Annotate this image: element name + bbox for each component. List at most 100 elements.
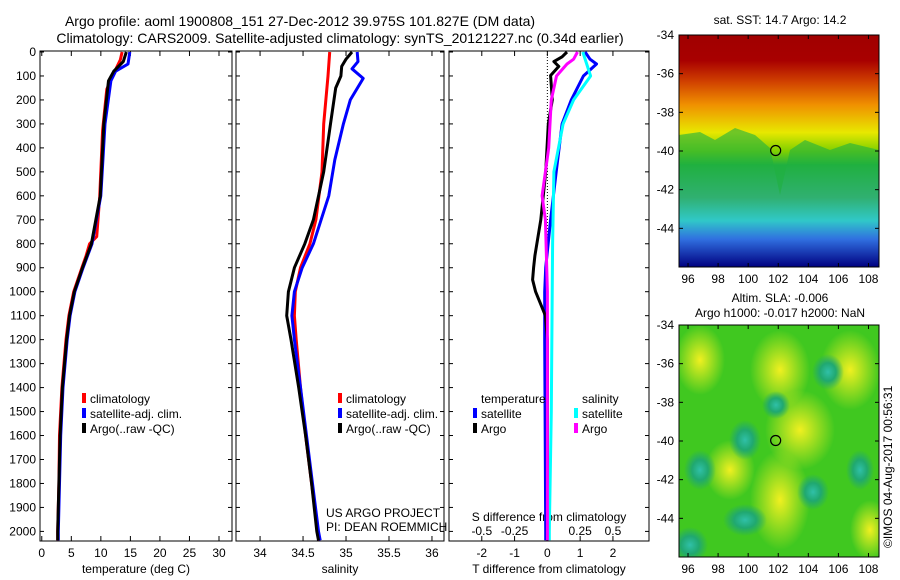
x-tick-label: 35.5 (377, 546, 401, 560)
y-tick-label: 1900 (9, 500, 36, 514)
diff-line-satellite (543, 51, 598, 541)
pi-credit: PI: DEAN ROEMMICH (326, 520, 447, 534)
difference-panel: -2 -1 0 1 2 T difference from climatology -0.5… (448, 50, 650, 576)
lon-tick-label: 100 (738, 562, 758, 576)
x-tick-label: 0 (38, 546, 45, 560)
sla-low (762, 391, 790, 419)
salinity-panel: 34 34.5 35 35.5 36 salinity (235, 50, 445, 576)
x-axis-label: salinity (322, 562, 359, 576)
legend-label-satellite: satellite-adj. clim. (90, 407, 182, 421)
sla-map-title: Altim. SLA: -0.006 (732, 291, 829, 305)
sla-low (723, 504, 767, 536)
sst-map-title: sat. SST: 14.7 Argo: 14.2 (714, 13, 847, 27)
sla-low (729, 420, 761, 460)
legend-heading-salinity: salinity (582, 392, 619, 406)
s-diff-tick-label: 0.5 (605, 524, 622, 538)
project-credit: US ARGO PROJECT (326, 506, 441, 520)
figure-title-line2: Climatology: CARS2009. Satellite-adjuste… (56, 30, 623, 46)
legend-swatch-climatology (82, 393, 86, 403)
x-tick-label: 2 (610, 546, 617, 560)
lon-tick-label: 98 (711, 562, 725, 576)
lon-tick-label: 108 (858, 562, 878, 576)
sst-map-axes: 96 98 100 102 104 106 108 -34 -36 -38 -40 -42 -44 (657, 28, 880, 286)
x-tick-label: 5 (68, 546, 75, 560)
lat-tick-label: -36 (657, 357, 675, 371)
sla-high (820, 330, 879, 410)
y-tick-label: 600 (16, 189, 36, 203)
figure-title-line1: Argo profile: aoml 1900808_151 27-Dec-20… (65, 13, 535, 29)
plot-frame (39, 50, 233, 542)
lat-tick-label: -38 (657, 395, 675, 409)
lat-tick-label: -42 (657, 183, 675, 197)
copyright: ©IMOS 04-Aug-2017 00:56:31 (881, 385, 895, 548)
lon-tick-label: 104 (798, 562, 818, 576)
legend-swatch-t-satellite (473, 408, 477, 418)
y-tick-label: 900 (16, 261, 36, 275)
s-diff-tick-label: -0.25 (501, 524, 529, 538)
lat-tick-label: -44 (657, 221, 675, 235)
y-tick-label: 400 (16, 141, 36, 155)
y-tick-label: 100 (16, 69, 36, 83)
sla-high (679, 325, 725, 395)
lat-tick-label: -36 (657, 67, 675, 81)
lon-tick-label: 96 (681, 562, 695, 576)
lat-tick-label: -40 (657, 434, 675, 448)
temperature-legend: climatology satellite-adj. clim. Argo(..… (82, 392, 182, 436)
y-tick-label: 200 (16, 93, 36, 107)
sla-low (797, 474, 829, 510)
y-tick-label: 0 (29, 45, 36, 59)
lat-tick-label: -34 (657, 28, 675, 42)
legend-label-argo: Argo(..raw -QC) (90, 422, 175, 436)
x-tick-label: 15 (124, 546, 138, 560)
x-tick-label: 0 (544, 546, 551, 560)
lat-tick-label: -42 (657, 473, 675, 487)
legend-swatch-satellite (82, 408, 86, 418)
temperature-line-argo (56, 51, 128, 541)
x-tick-label: 34 (253, 546, 267, 560)
legend-swatch-t-argo (473, 423, 477, 433)
y-tick-label: 1700 (9, 452, 36, 466)
legend-label-t-satellite: satellite (481, 407, 522, 421)
y-tick-label: 1100 (10, 309, 36, 323)
lat-tick-label: -44 (657, 511, 675, 525)
difference-legend: temperature salinity satellite Argo sate… (473, 392, 623, 436)
y-tick-label: 1800 (9, 476, 36, 490)
temperature-line-climatology (56, 51, 124, 541)
legend-heading-temperature: temperature (481, 392, 546, 406)
x-tick-label: -1 (509, 546, 520, 560)
sla-low (812, 354, 844, 390)
salinity-line-satellite (290, 51, 365, 541)
legend-label-s-argo: Argo (582, 422, 608, 436)
sla-map-subtitle: Argo h1000: -0.017 h2000: NaN (695, 306, 865, 320)
y-tick-label: 1500 (9, 405, 36, 419)
sla-map (679, 325, 879, 557)
x-tick-label: 36 (425, 546, 439, 560)
legend-swatch-argo (338, 423, 342, 433)
y-tick-label: 300 (16, 117, 36, 131)
lon-tick-label: 106 (828, 272, 848, 286)
legend-label-s-satellite: satellite (582, 407, 623, 421)
legend-swatch-satellite (338, 408, 342, 418)
diff-line-sal_argo (540, 51, 579, 541)
argo-location-marker (770, 434, 782, 447)
x-tick-label: 1 (577, 546, 584, 560)
x-tick-label: 20 (153, 546, 167, 560)
sla-map-axes: 96 98 100 102 104 106 108 -34 -36 -38 -40 -42 -44 (657, 318, 880, 576)
y-tick-label: 1600 (9, 429, 36, 443)
x-axis-label: temperature (deg C) (82, 562, 190, 576)
diff-line-sal_satellite (547, 51, 593, 541)
legend-swatch-argo (82, 423, 86, 433)
x-tick-label: 35 (339, 546, 353, 560)
sla-high (750, 330, 810, 410)
plot-frame (448, 50, 650, 542)
legend-label-argo: Argo(..raw -QC) (346, 422, 431, 436)
y-tick-label: 2000 (9, 524, 36, 538)
legend-label-climatology: climatology (90, 392, 150, 406)
y-tick-label: 1000 (9, 285, 36, 299)
lon-tick-label: 102 (768, 272, 788, 286)
s-diff-tick-label: -0.5 (471, 524, 492, 538)
y-tick-label: 1200 (9, 333, 36, 347)
y-tick-label: 700 (16, 213, 36, 227)
lon-tick-label: 98 (711, 272, 725, 286)
